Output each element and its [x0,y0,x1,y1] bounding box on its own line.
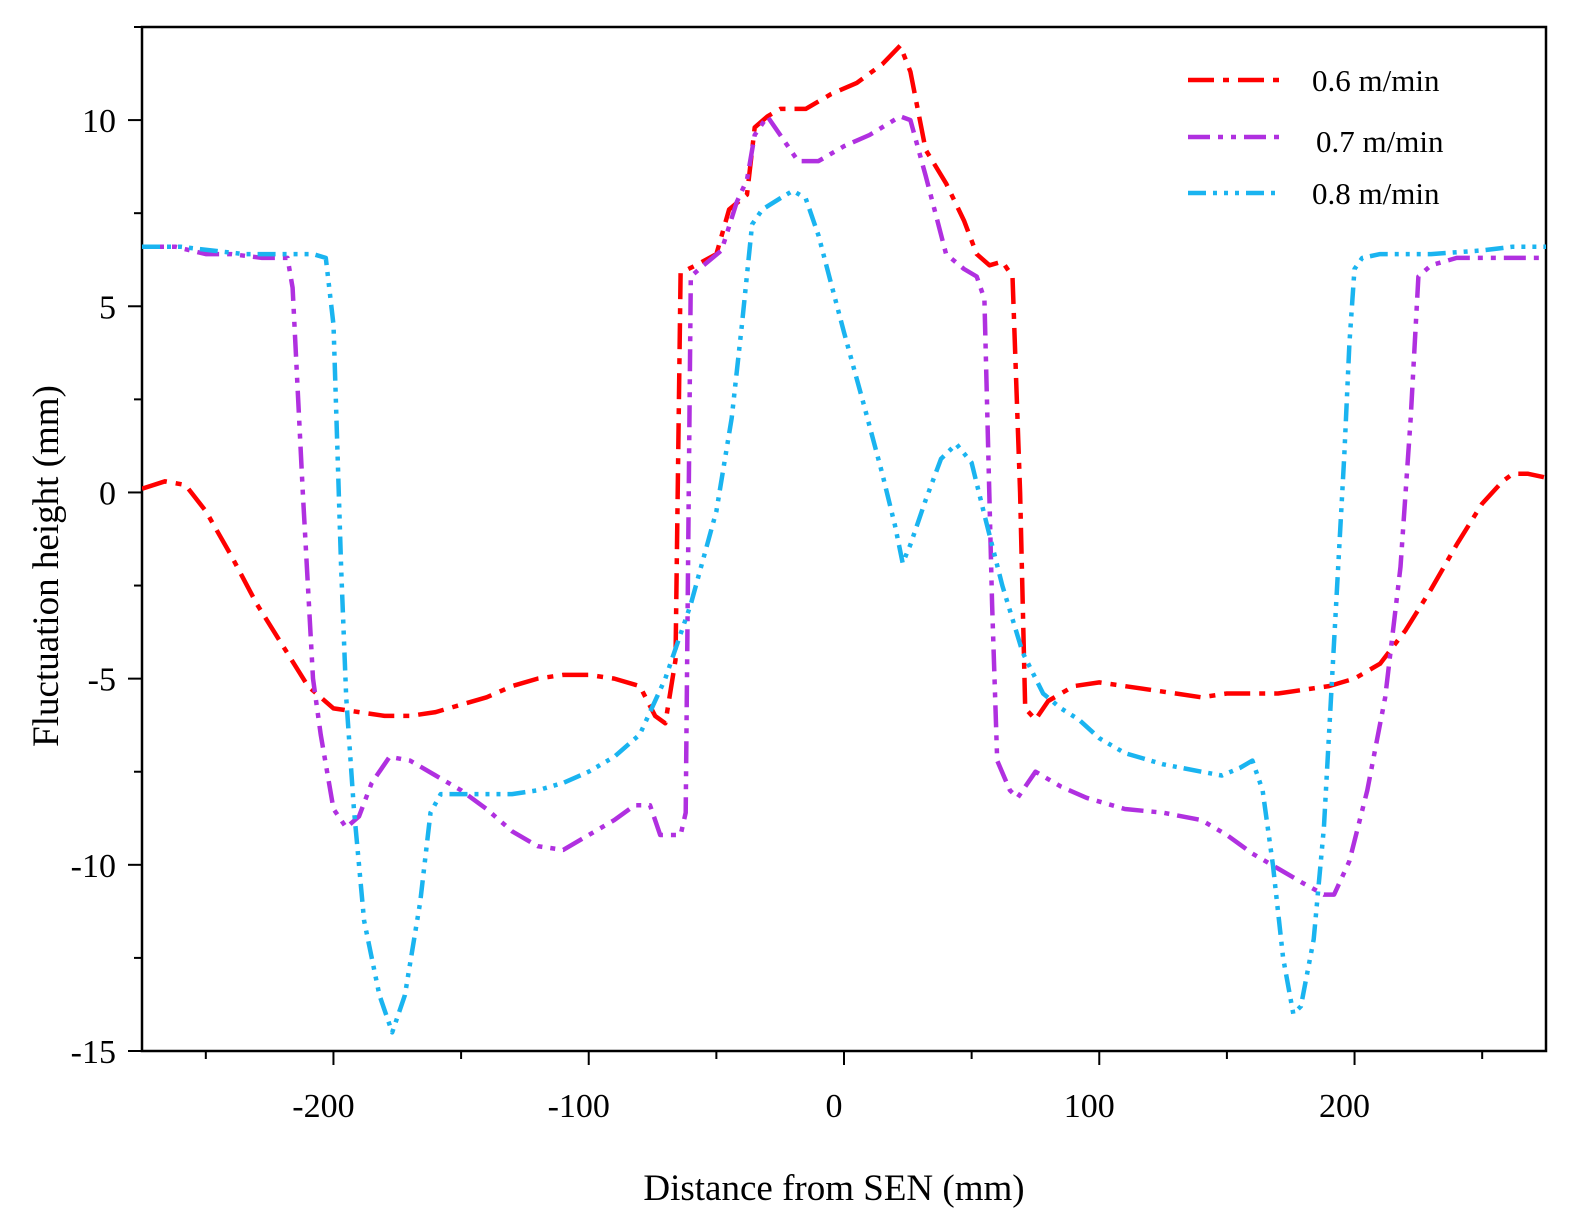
series-group [142,43,1546,1035]
y-tick-label-5: 5 [99,289,116,326]
y-axis-title: Fluctuation height (mm) [26,385,67,747]
x-axis-title: Distance from SEN (mm) [643,1168,1024,1209]
series-line-0-6-m-min [142,43,1546,726]
series-line-0-8-m-min [142,188,1546,1035]
x-tick-label-neg100: -100 [548,1088,610,1125]
y-tick-label-10: 10 [82,103,116,140]
y-tick-label-neg15: -15 [71,1034,116,1071]
y-axis-ticks [128,26,142,1052]
y-tick-label-neg10: -10 [71,848,116,885]
x-axis-tick-labels: -200 -100 0 100 200 [292,1088,1370,1125]
x-axis-ticks [204,1051,1484,1065]
y-axis-tick-labels: 10 5 0 -5 -10 -15 [71,103,116,1071]
series-line-0-7-m-min [142,114,1546,897]
y-tick-label-0: 0 [99,475,116,512]
legend: 0.6 m/min 0.7 m/min 0.8 m/min [1188,63,1444,211]
x-tick-label-200: 200 [1319,1088,1370,1125]
y-tick-label-neg5: -5 [88,662,116,699]
legend-label-0-8-m-min: 0.8 m/min [1312,176,1440,211]
x-tick-label-neg200: -200 [292,1088,354,1125]
legend-label-0-6-m-min: 0.6 m/min [1312,63,1440,98]
legend-label-0-7-m-min: 0.7 m/min [1316,124,1444,159]
x-tick-label-0: 0 [826,1088,843,1125]
x-tick-label-100: 100 [1064,1088,1115,1125]
